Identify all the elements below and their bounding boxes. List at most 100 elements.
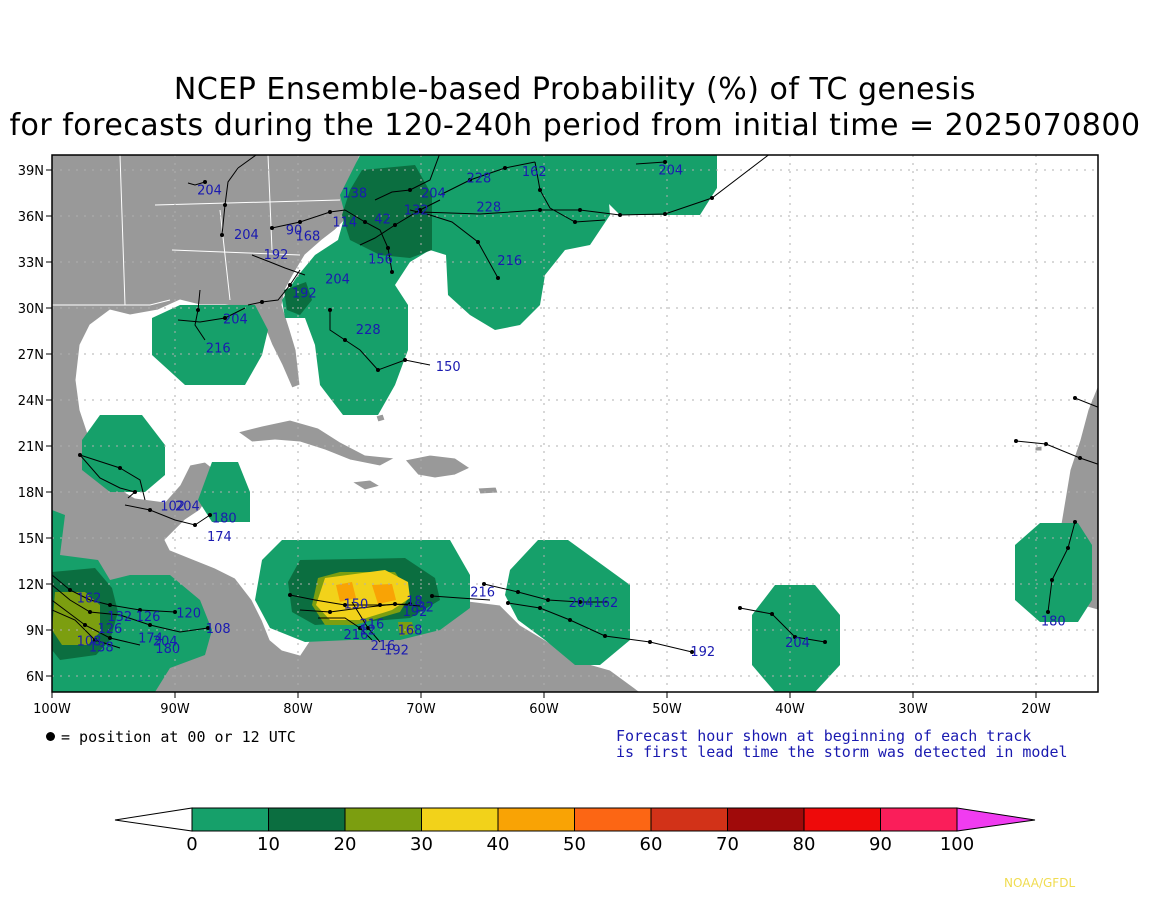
track-start-hour-label: 126 xyxy=(136,610,161,625)
track-start-hour-label: 192 xyxy=(264,248,289,263)
lat-label: 12N xyxy=(18,578,44,593)
track-start-hour-label: 18 xyxy=(406,595,423,610)
lon-label: 80W xyxy=(283,702,313,717)
track-start-hour-label: 114 xyxy=(332,216,357,231)
colorbar-swatch xyxy=(956,807,1036,832)
lat-label: 24N xyxy=(18,394,44,409)
track-start-hour-label: 180 xyxy=(155,642,180,657)
track-start-hour-label: 180 xyxy=(1041,614,1066,629)
track-start-hour-label: 216 xyxy=(360,618,385,633)
probability-colorbar: 0 10 20 30 40 50 60 70 80 90 100 xyxy=(114,807,1036,855)
track-start-hour-label: 108 xyxy=(206,622,231,637)
track-start-hour-label: 192 xyxy=(403,605,428,620)
track-start-hour-label: 204 xyxy=(153,634,178,649)
colorbar-swatch xyxy=(650,807,728,832)
track-start-hour-label: 108 xyxy=(77,634,102,649)
lon-label: 70W xyxy=(406,702,436,717)
track-start-hour-label: 150 xyxy=(436,360,461,375)
colorbar-tick: 50 xyxy=(563,834,586,855)
colorbar-tick: 30 xyxy=(410,834,433,855)
lon-label: 100W xyxy=(33,702,71,717)
probability-shading xyxy=(52,155,1092,692)
lat-label: 18N xyxy=(18,486,44,501)
track-start-hour-label: 216 xyxy=(344,628,369,643)
colorbar-swatch xyxy=(114,807,193,832)
track-start-hour-label: 174 xyxy=(207,530,232,545)
lon-label: 60W xyxy=(529,702,559,717)
colorbar-swatch xyxy=(191,807,269,832)
track-start-hour-label: 138 xyxy=(342,187,367,202)
track-start-hour-label: 12 xyxy=(360,624,377,639)
lat-label: 27N xyxy=(18,348,44,363)
colorbar-tick: 70 xyxy=(716,834,739,855)
map-frame xyxy=(51,154,1099,693)
colorbar-swatch xyxy=(344,807,422,832)
track-start-hour-label: 204 xyxy=(223,312,248,327)
track-start-hour-label: 42 xyxy=(374,213,391,228)
track-start-hour-label: 204 xyxy=(658,164,683,179)
colorbar-swatch xyxy=(497,807,575,832)
position-legend: = position at 00 or 12 UTC xyxy=(46,728,296,746)
colorbar-tick: 80 xyxy=(793,834,816,855)
track-start-hour-label: 204 xyxy=(785,636,810,651)
track-start-hour-label: 204 xyxy=(421,187,446,202)
lat-label: 33N xyxy=(18,256,44,271)
forecast-hour-note-line1: Forecast hour shown at beginning of each… xyxy=(616,727,1032,745)
track-start-hour-label: 174 xyxy=(138,631,163,646)
track-start-hour-label: 156 xyxy=(368,253,393,268)
track-start-hour-label: 150 xyxy=(344,598,369,613)
colorbar-swatch xyxy=(268,807,346,832)
track-start-hour-label: 204 xyxy=(234,228,259,243)
lat-label: 30N xyxy=(18,302,44,317)
colorbar-swatch xyxy=(803,807,881,832)
colorbar-tick: 0 xyxy=(186,834,197,855)
colorbar-tick: 40 xyxy=(487,834,510,855)
map-title-line1: NCEP Ensemble-based Probability (%) of T… xyxy=(173,72,977,107)
lat-label: 21N xyxy=(18,440,44,455)
colorbar-swatch xyxy=(880,807,958,832)
track-start-hour-label: 90 xyxy=(286,223,303,238)
colorbar-tick: 100 xyxy=(940,834,974,855)
lat-label: 15N xyxy=(18,532,44,547)
colorbar-swatch xyxy=(727,807,805,832)
track-start-hour-label: 216 xyxy=(371,639,396,654)
lon-label: 30W xyxy=(898,702,928,717)
track-start-hour-label: 102 xyxy=(160,499,185,514)
track-start-hour-label: 168 xyxy=(398,624,423,639)
credit-watermark: NOAA/GFDL xyxy=(1004,876,1076,890)
lon-label: 90W xyxy=(160,702,190,717)
position-legend-text: = position at 00 or 12 UTC xyxy=(61,728,296,746)
track-start-hour-label: 204 xyxy=(325,273,350,288)
lat-label: 36N xyxy=(18,210,44,225)
track-start-hour-label: 162 xyxy=(522,165,547,180)
track-start-hour-label: 162 xyxy=(77,591,102,606)
forecast-hour-note-line2: is first lead time the storm was detecte… xyxy=(616,743,1068,761)
track-start-hour-label: 192 xyxy=(690,645,715,660)
track-start-hour-label: 216 xyxy=(470,585,495,600)
storm-position-dots xyxy=(68,160,1082,654)
track-start-hour-label: 168 xyxy=(296,230,321,245)
colorbar-swatch xyxy=(421,807,499,832)
track-start-hour-label: 132 xyxy=(404,204,429,219)
longitude-axis: 100W 90W 80W 70W 60W 50W 40W 30W 20W xyxy=(33,692,1051,717)
map-title-line2: for forecasts during the 120-240h period… xyxy=(9,108,1141,143)
lat-label: 9N xyxy=(26,624,44,639)
latitude-axis: 39N 36N 33N 30N 27N 24N 21N 18N 15N 12N … xyxy=(18,164,52,685)
lon-label: 20W xyxy=(1021,702,1051,717)
lon-label: 40W xyxy=(775,702,805,717)
track-start-hour-label: 192 xyxy=(384,644,409,659)
track-start-hour-label: 204162 xyxy=(569,596,619,611)
track-start-hour-label: 126 xyxy=(98,622,123,637)
colorbar-swatch xyxy=(574,807,652,832)
track-start-hour-label: 120 xyxy=(176,607,201,622)
track-start-hour-label: 228 xyxy=(356,323,381,338)
track-start-hour-label: 228 xyxy=(467,171,492,186)
track-start-hour-label: 228 xyxy=(476,200,501,215)
graticule xyxy=(52,155,1098,692)
colorbar-tick: 20 xyxy=(334,834,357,855)
track-start-hour-label: 132 xyxy=(107,610,132,625)
lon-label: 50W xyxy=(652,702,682,717)
